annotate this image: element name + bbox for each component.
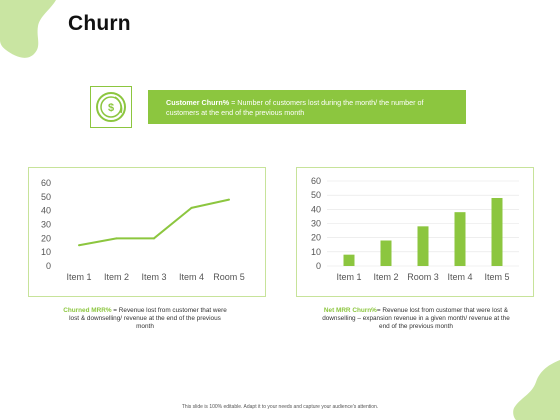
line-chart: 0 10 20 30 40 50 60 Item 1 Item 2 Item 3 Item 4 Roo… [41,178,245,282]
svg-text:$: $ [108,102,114,114]
bar [343,254,355,266]
y-tick-label: 0 [46,261,51,271]
y-tick-label: 60 [41,178,51,188]
bar [454,212,466,266]
dollar-coins-icon: $ [96,92,126,122]
x-tick-label: Room 5 [213,272,245,282]
x-tick-label: Item 4 [179,272,204,282]
y-tick-label: 50 [311,190,321,200]
churned-mrr-line-chart-panel: 0 10 20 30 40 50 60 Item 1 Item 2 Item 3 Item 4 Roo… [28,167,266,297]
churned-mrr-caption: Churned MRR% = Revenue lost from custome… [60,307,230,331]
x-tick-label: Item 1 [336,272,361,282]
definition-text: = Number of customers lost during the mo… [166,98,424,117]
definition-term: Customer Churn% [166,98,230,107]
x-tick-label: Item 2 [373,272,398,282]
customer-churn-definition: Customer Churn% = Number of customers lo… [148,90,466,124]
y-tick-label: 40 [41,206,51,216]
y-tick-label: 0 [316,261,321,271]
definition-icon-box: $ [90,86,132,128]
x-tick-label: Item 1 [66,272,91,282]
decorative-blob-top [0,0,56,58]
y-tick-label: 10 [311,247,321,257]
data-point [153,237,155,240]
bar [491,198,503,266]
data-point [78,244,80,247]
y-tick-label: 30 [41,220,51,230]
y-tick-label: 60 [311,176,321,186]
net-mrr-churn-caption: Net MRR Churn%= Revenue lost from custom… [318,307,514,331]
x-tick-label: Item 4 [447,272,472,282]
y-tick-label: 10 [41,247,51,257]
y-tick-label: 50 [41,192,51,202]
decorative-blob-bottom [513,360,560,420]
x-tick-label: Item 5 [484,272,509,282]
y-tick-label: 30 [311,219,321,229]
bar-chart: 0 10 20 30 40 50 60 Item 1 Item 2 Room 3 Item 4 Ite… [311,176,519,282]
x-tick-label: Room 3 [407,272,439,282]
caption-right-term: Net MRR Churn% [323,307,377,314]
data-point [190,206,193,209]
footer-note: This slide is 100% editable. Adapt it to… [181,404,379,410]
y-tick-label: 40 [311,204,321,214]
data-point [228,198,230,201]
bar [417,226,429,266]
bar [380,240,392,266]
caption-left-text: = Revenue lost from customer that were l… [69,307,227,330]
net-mrr-churn-bar-chart-panel: 0 10 20 30 40 50 60 Item 1 Item 2 Room 3 Item 4 Ite… [296,167,534,297]
caption-left-term: Churned MRR% [63,307,112,314]
x-tick-label: Item 2 [104,272,129,282]
y-tick-label: 20 [311,233,321,243]
x-tick-label: Item 3 [141,272,166,282]
page-title: Churn [68,12,131,35]
data-point [115,237,118,240]
caption-right-text: = Revenue lost from customer that were l… [322,307,510,330]
y-tick-label: 20 [41,233,51,243]
